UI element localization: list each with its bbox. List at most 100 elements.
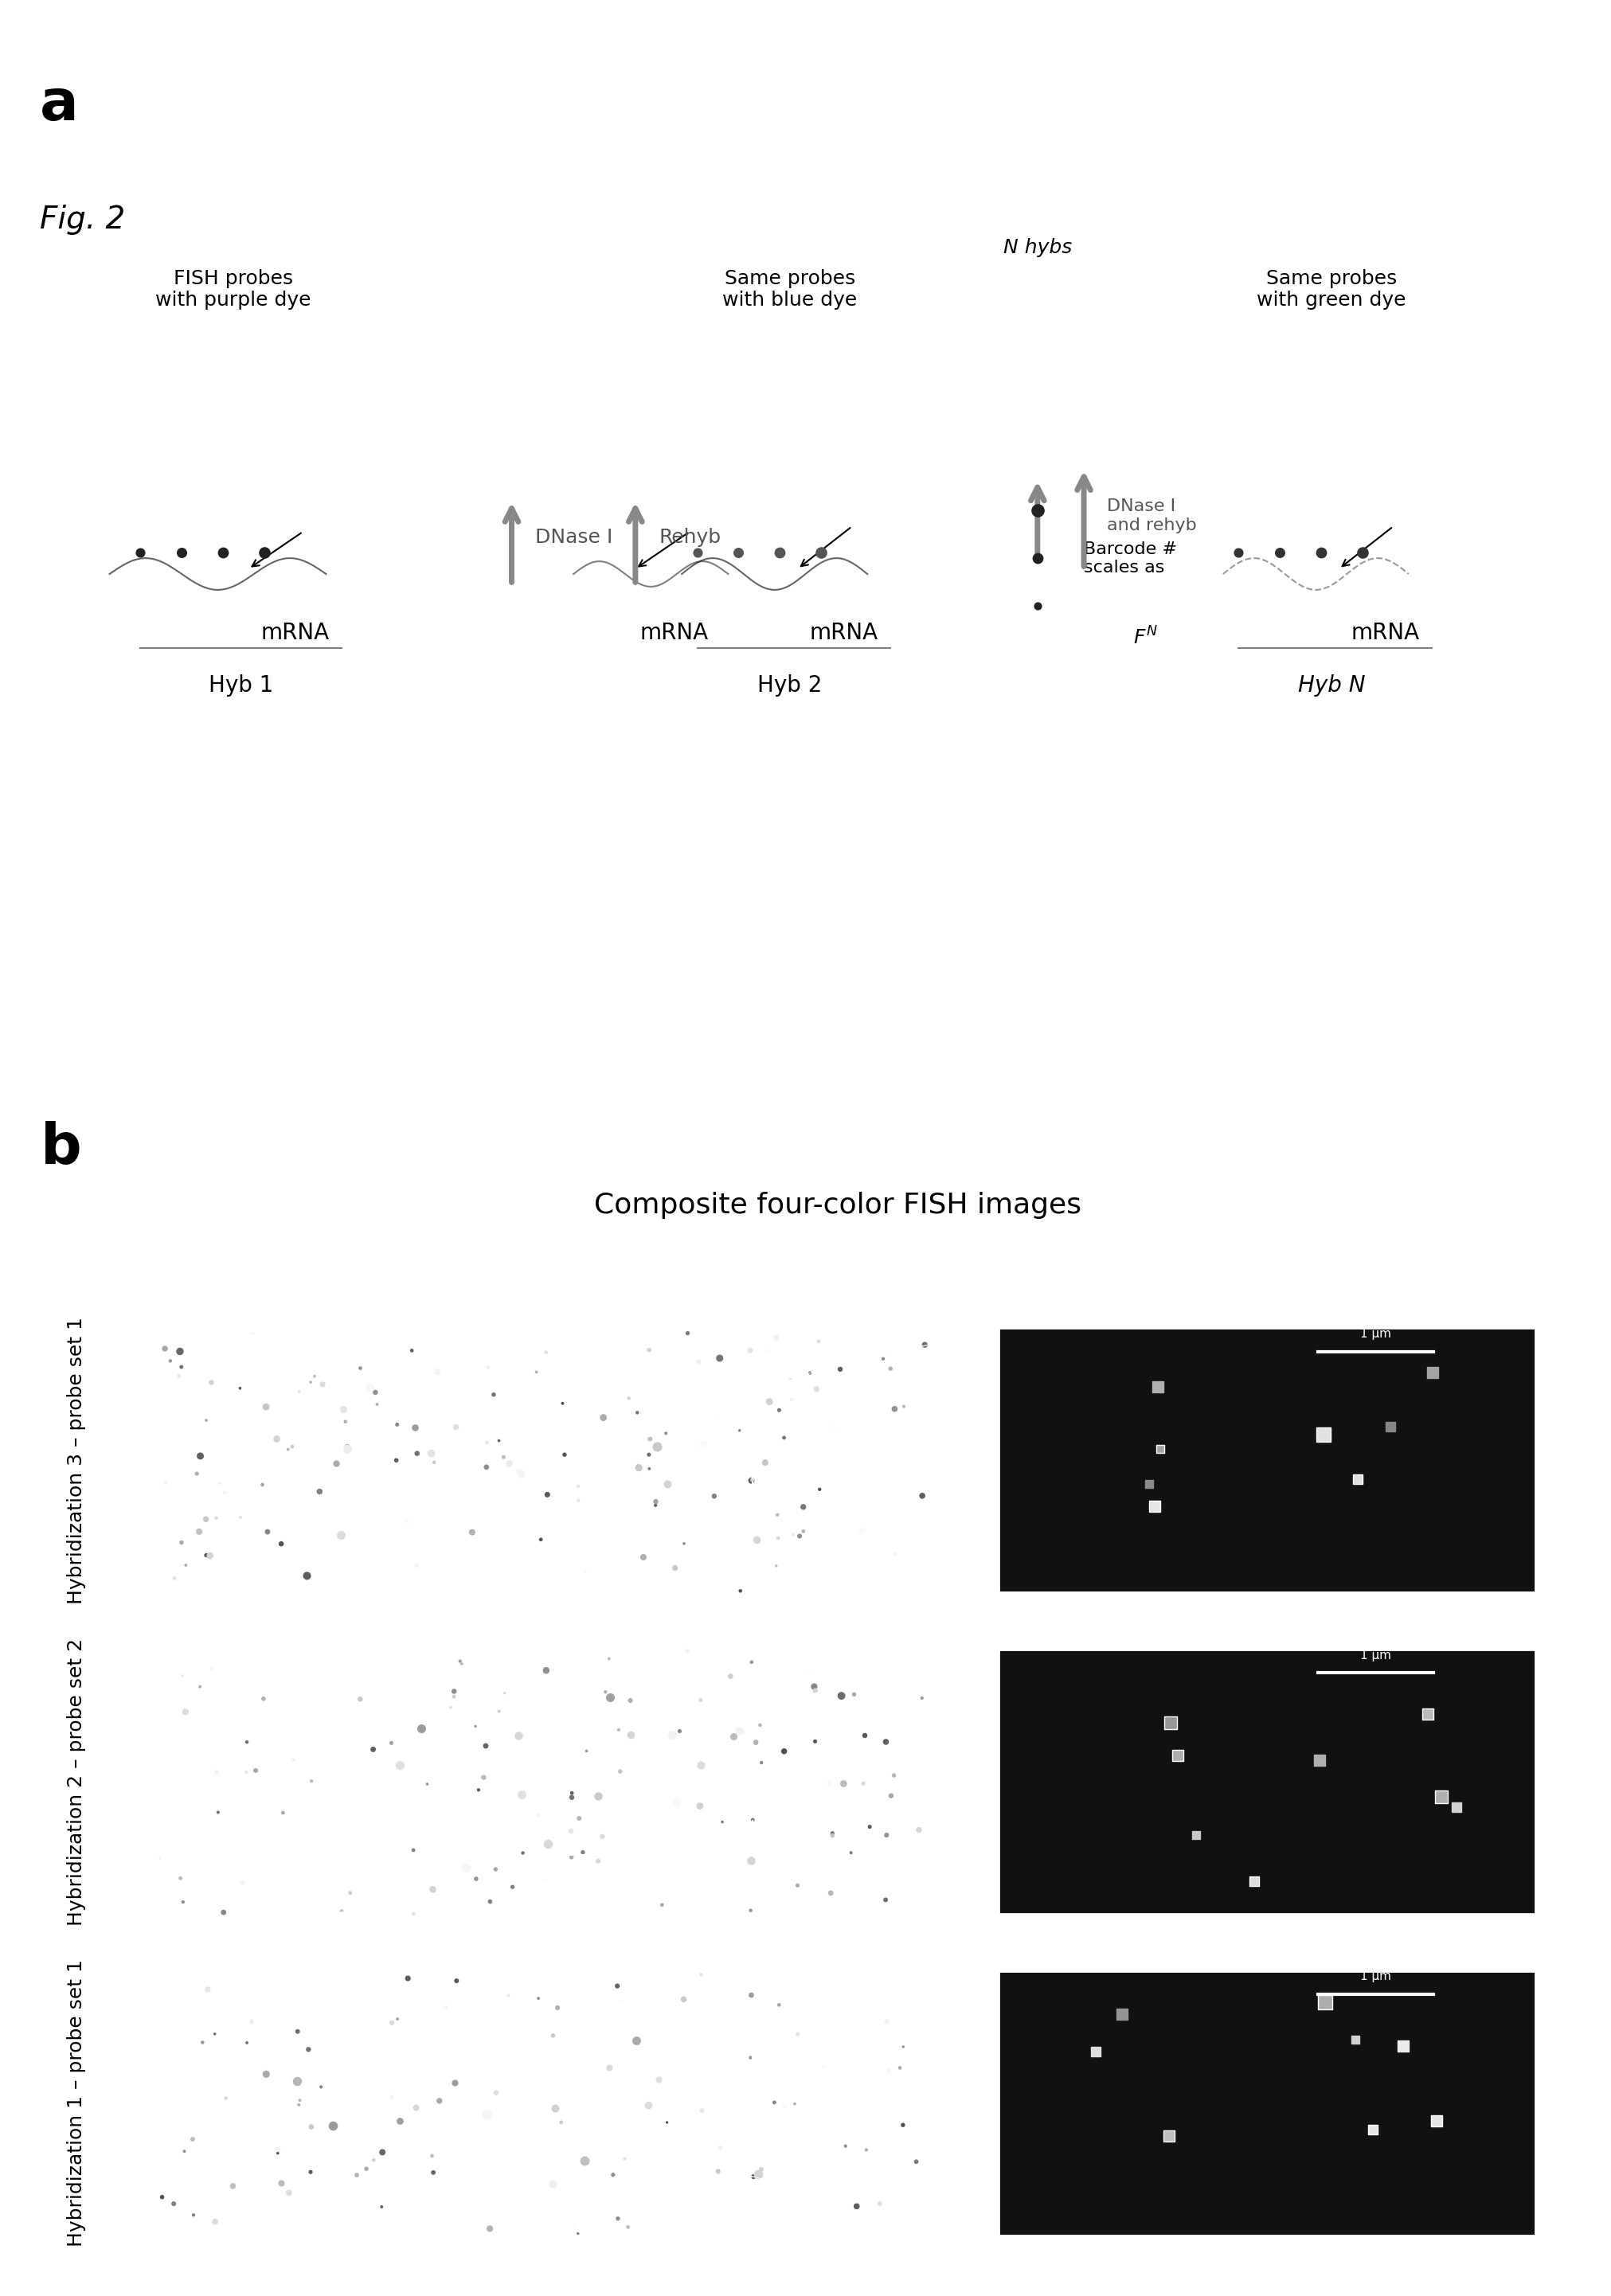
Point: [275, 1430, 301, 1467]
Point: [852, 1717, 878, 1754]
Point: [888, 2050, 913, 2087]
Point: [565, 1483, 591, 1520]
Point: [464, 1860, 490, 1896]
Point: [441, 1678, 467, 1715]
Text: Hyb 1: Hyb 1: [208, 675, 274, 696]
Point: [636, 1437, 662, 1474]
Point: [295, 2032, 321, 2069]
Point: [211, 1894, 237, 1931]
Point: [685, 535, 710, 572]
Point: [728, 1573, 754, 1609]
Point: [333, 1430, 359, 1467]
Point: [459, 1513, 485, 1550]
Point: [801, 1669, 826, 1706]
Point: [229, 1864, 255, 1901]
Point: [688, 1681, 714, 1717]
Point: [533, 1653, 559, 1690]
Text: Same probes
with green dye: Same probes with green dye: [1257, 269, 1406, 310]
Point: [881, 1756, 907, 1793]
Point: [791, 1513, 817, 1550]
Point: [559, 1839, 585, 1876]
Point: [707, 2128, 733, 2165]
Point: [738, 1463, 764, 1499]
Text: 1 μm: 1 μm: [1360, 1649, 1392, 1662]
Point: [590, 1818, 615, 1855]
Point: [739, 1460, 765, 1497]
Point: [1142, 1488, 1168, 1525]
Point: [854, 2131, 880, 2167]
Point: [786, 1518, 812, 1554]
Point: [535, 1825, 561, 1862]
Point: [762, 2085, 788, 2122]
Point: [172, 1548, 198, 1584]
Point: [772, 2087, 797, 2124]
Point: [612, 2140, 638, 2177]
Point: [396, 1522, 422, 1559]
Point: [213, 1474, 238, 1511]
Point: [604, 1968, 630, 2004]
Point: [251, 1681, 277, 1717]
Point: [387, 1747, 412, 1784]
Bar: [999, 1970, 1535, 2236]
Point: [559, 1779, 585, 1816]
Point: [615, 1380, 641, 1417]
Point: [361, 2142, 387, 2179]
Point: [441, 1674, 467, 1711]
Point: [767, 535, 793, 572]
Point: [377, 1860, 403, 1896]
Point: [883, 1536, 909, 1573]
Point: [772, 1419, 797, 1456]
Point: [585, 1844, 611, 1880]
Point: [150, 2179, 176, 2216]
Point: [857, 1809, 883, 1846]
Point: [403, 2089, 429, 2126]
Point: [195, 1970, 221, 2007]
Point: [264, 2135, 290, 2172]
Point: [905, 1812, 931, 1848]
Point: [477, 1883, 503, 1919]
Point: [525, 1798, 551, 1835]
Point: [172, 1694, 198, 1731]
Point: [873, 1880, 899, 1917]
Point: [643, 1488, 669, 1525]
Point: [802, 1671, 828, 1708]
Point: [369, 2188, 395, 2225]
Point: [780, 1515, 806, 1552]
Text: b: b: [40, 1120, 82, 1176]
Text: Fig. 2: Fig. 2: [40, 204, 126, 234]
Point: [780, 1382, 806, 1419]
Point: [295, 1557, 321, 1593]
Point: [487, 1421, 512, 1458]
Text: mRNA: mRNA: [1352, 622, 1419, 643]
Point: [364, 1387, 390, 1424]
Point: [414, 1766, 440, 1802]
Point: [875, 2053, 901, 2089]
Point: [298, 1763, 324, 1800]
Text: mRNA: mRNA: [640, 622, 709, 643]
Point: [744, 1522, 770, 1559]
Point: [203, 1754, 229, 1791]
Point: [193, 1536, 219, 1573]
Point: [1311, 1984, 1337, 2020]
Text: mRNA: mRNA: [261, 622, 329, 643]
Point: [625, 1394, 651, 1430]
Point: [404, 1435, 430, 1472]
Bar: [535, 2030, 752, 2177]
Point: [831, 1766, 857, 1802]
Point: [754, 1332, 780, 1368]
Point: [127, 535, 153, 572]
Point: [348, 1350, 374, 1387]
Point: [570, 1835, 596, 1871]
Point: [187, 1437, 213, 1474]
Point: [234, 1754, 259, 1791]
Point: [891, 1389, 917, 1426]
Point: [606, 2200, 632, 2236]
Text: 5 μm: 5 μm: [197, 1876, 235, 1890]
Point: [1429, 1779, 1455, 1816]
Point: [509, 1777, 535, 1814]
Point: [332, 1403, 358, 1440]
Point: [275, 2174, 301, 2211]
Point: [649, 1887, 675, 1924]
Point: [802, 1722, 828, 1759]
Point: [704, 1398, 730, 1435]
